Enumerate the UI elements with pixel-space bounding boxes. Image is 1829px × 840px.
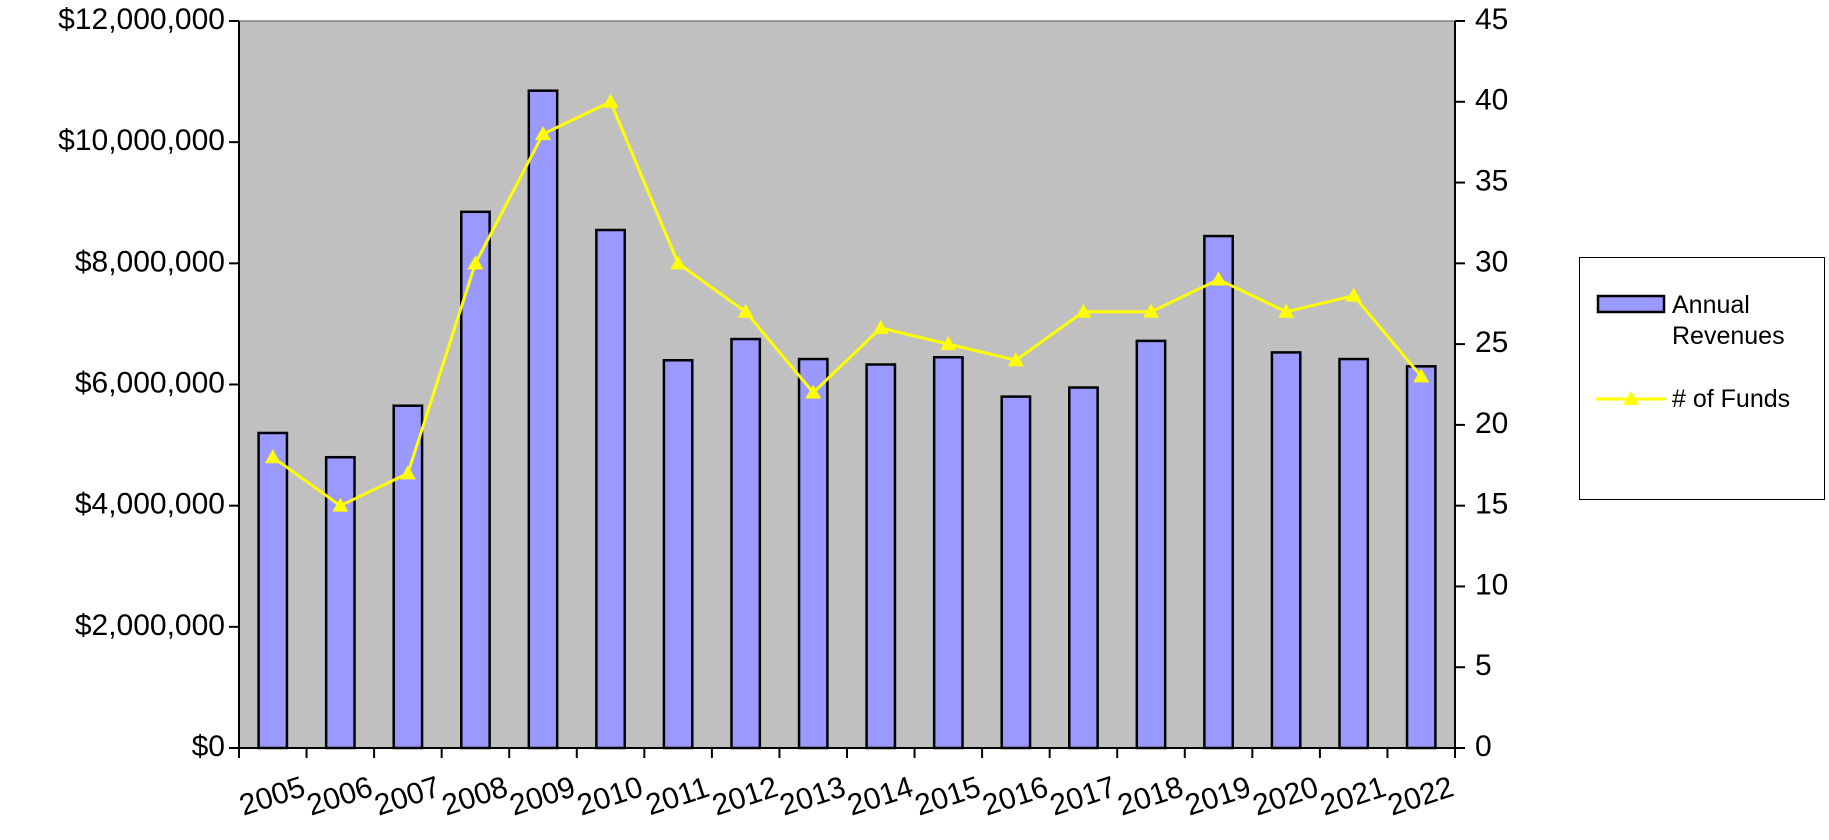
y2-tick-label: 30: [1475, 245, 1508, 278]
bar: [1405, 365, 1437, 750]
y2-tick-label: 25: [1475, 326, 1508, 359]
line: [271, 99, 1423, 508]
bar: [460, 210, 491, 750]
marker: [1075, 303, 1092, 318]
legend-swatch: [1596, 294, 1666, 314]
marker: [1007, 352, 1024, 367]
bar: [1338, 357, 1370, 750]
x-tick-label: 2005: [235, 770, 309, 822]
plot-area: [238, 20, 1456, 749]
marker: [399, 465, 416, 480]
bar: [1270, 351, 1302, 750]
x-tick-label: 2006: [303, 770, 377, 822]
marker: [1278, 303, 1295, 318]
y2-tick-label: 15: [1475, 488, 1508, 521]
x-tick-label: 2020: [1249, 770, 1323, 822]
bar: [865, 363, 897, 750]
bar: [1203, 234, 1234, 750]
x-tick-label: 2009: [506, 770, 580, 822]
bar: [1068, 386, 1099, 750]
legend: Annual Revenues # of Funds: [1579, 257, 1825, 500]
x-tick-label: 2019: [1181, 770, 1255, 822]
bar: [932, 355, 964, 750]
marker: [602, 93, 619, 108]
x-tick-label: 2010: [573, 770, 647, 822]
bar: [257, 431, 289, 750]
x-tick-label: 2015: [911, 770, 985, 822]
y-tick-label: $8,000,000: [75, 245, 225, 278]
y-tick-label: $4,000,000: [75, 488, 225, 521]
y-tick-label: $0: [192, 730, 225, 763]
y2-tick-label: 20: [1475, 407, 1508, 440]
x-tick-label: 2013: [776, 770, 850, 822]
x-tick-label: 2021: [1316, 770, 1390, 822]
y2-tick-label: 5: [1475, 649, 1492, 682]
legend-label: Annual Revenues: [1672, 291, 1785, 350]
x-tick-label: 2016: [979, 770, 1053, 822]
marker: [805, 384, 822, 399]
y-tick-label: $6,000,000: [75, 366, 225, 399]
x-tick-label: 2014: [843, 770, 917, 822]
y2-tick-label: 35: [1475, 164, 1508, 197]
y-tick-label: $12,000,000: [58, 3, 225, 36]
legend-item: Annual Revenues: [1596, 290, 1812, 352]
y2-tick-label: 10: [1475, 568, 1508, 601]
y2-tick-label: 45: [1475, 3, 1508, 36]
legend-label: # of Funds: [1672, 385, 1791, 413]
marker: [1345, 287, 1362, 302]
x-tick-label: 2011: [642, 771, 714, 822]
x-tick-label: 2007: [371, 770, 445, 822]
marker: [1413, 368, 1430, 383]
y-tick-label: $10,000,000: [58, 124, 225, 157]
marker: [535, 126, 551, 141]
legend-swatch-bar: [1596, 294, 1666, 314]
y2-tick-label: 40: [1475, 84, 1508, 117]
legend-item: # of Funds: [1596, 384, 1812, 415]
bar: [730, 337, 762, 750]
bar: [662, 359, 694, 750]
marker: [670, 255, 687, 270]
y-tick-label: $2,000,000: [75, 609, 225, 642]
x-tick-label: 2018: [1114, 770, 1188, 822]
marker: [1143, 303, 1159, 318]
bar: [595, 228, 626, 750]
marker: [264, 449, 281, 464]
bar: [1000, 395, 1032, 750]
bar: [392, 404, 424, 750]
x-tick-label: 2008: [438, 770, 512, 822]
x-tick-label: 2012: [708, 770, 782, 822]
x-tick-label: 2022: [1384, 770, 1458, 822]
x-tick-label: 2017: [1046, 770, 1120, 822]
bar: [1135, 339, 1167, 750]
legend-swatch-marker: [1623, 391, 1639, 405]
bar: [797, 357, 829, 750]
y2-tick-label: 0: [1475, 730, 1492, 763]
bar: [527, 89, 559, 750]
marker: [467, 255, 484, 270]
marker: [332, 497, 349, 512]
marker: [872, 319, 889, 334]
marker: [940, 336, 957, 351]
marker: [1210, 271, 1227, 286]
legend-swatch: [1596, 391, 1666, 405]
marker: [737, 303, 754, 318]
